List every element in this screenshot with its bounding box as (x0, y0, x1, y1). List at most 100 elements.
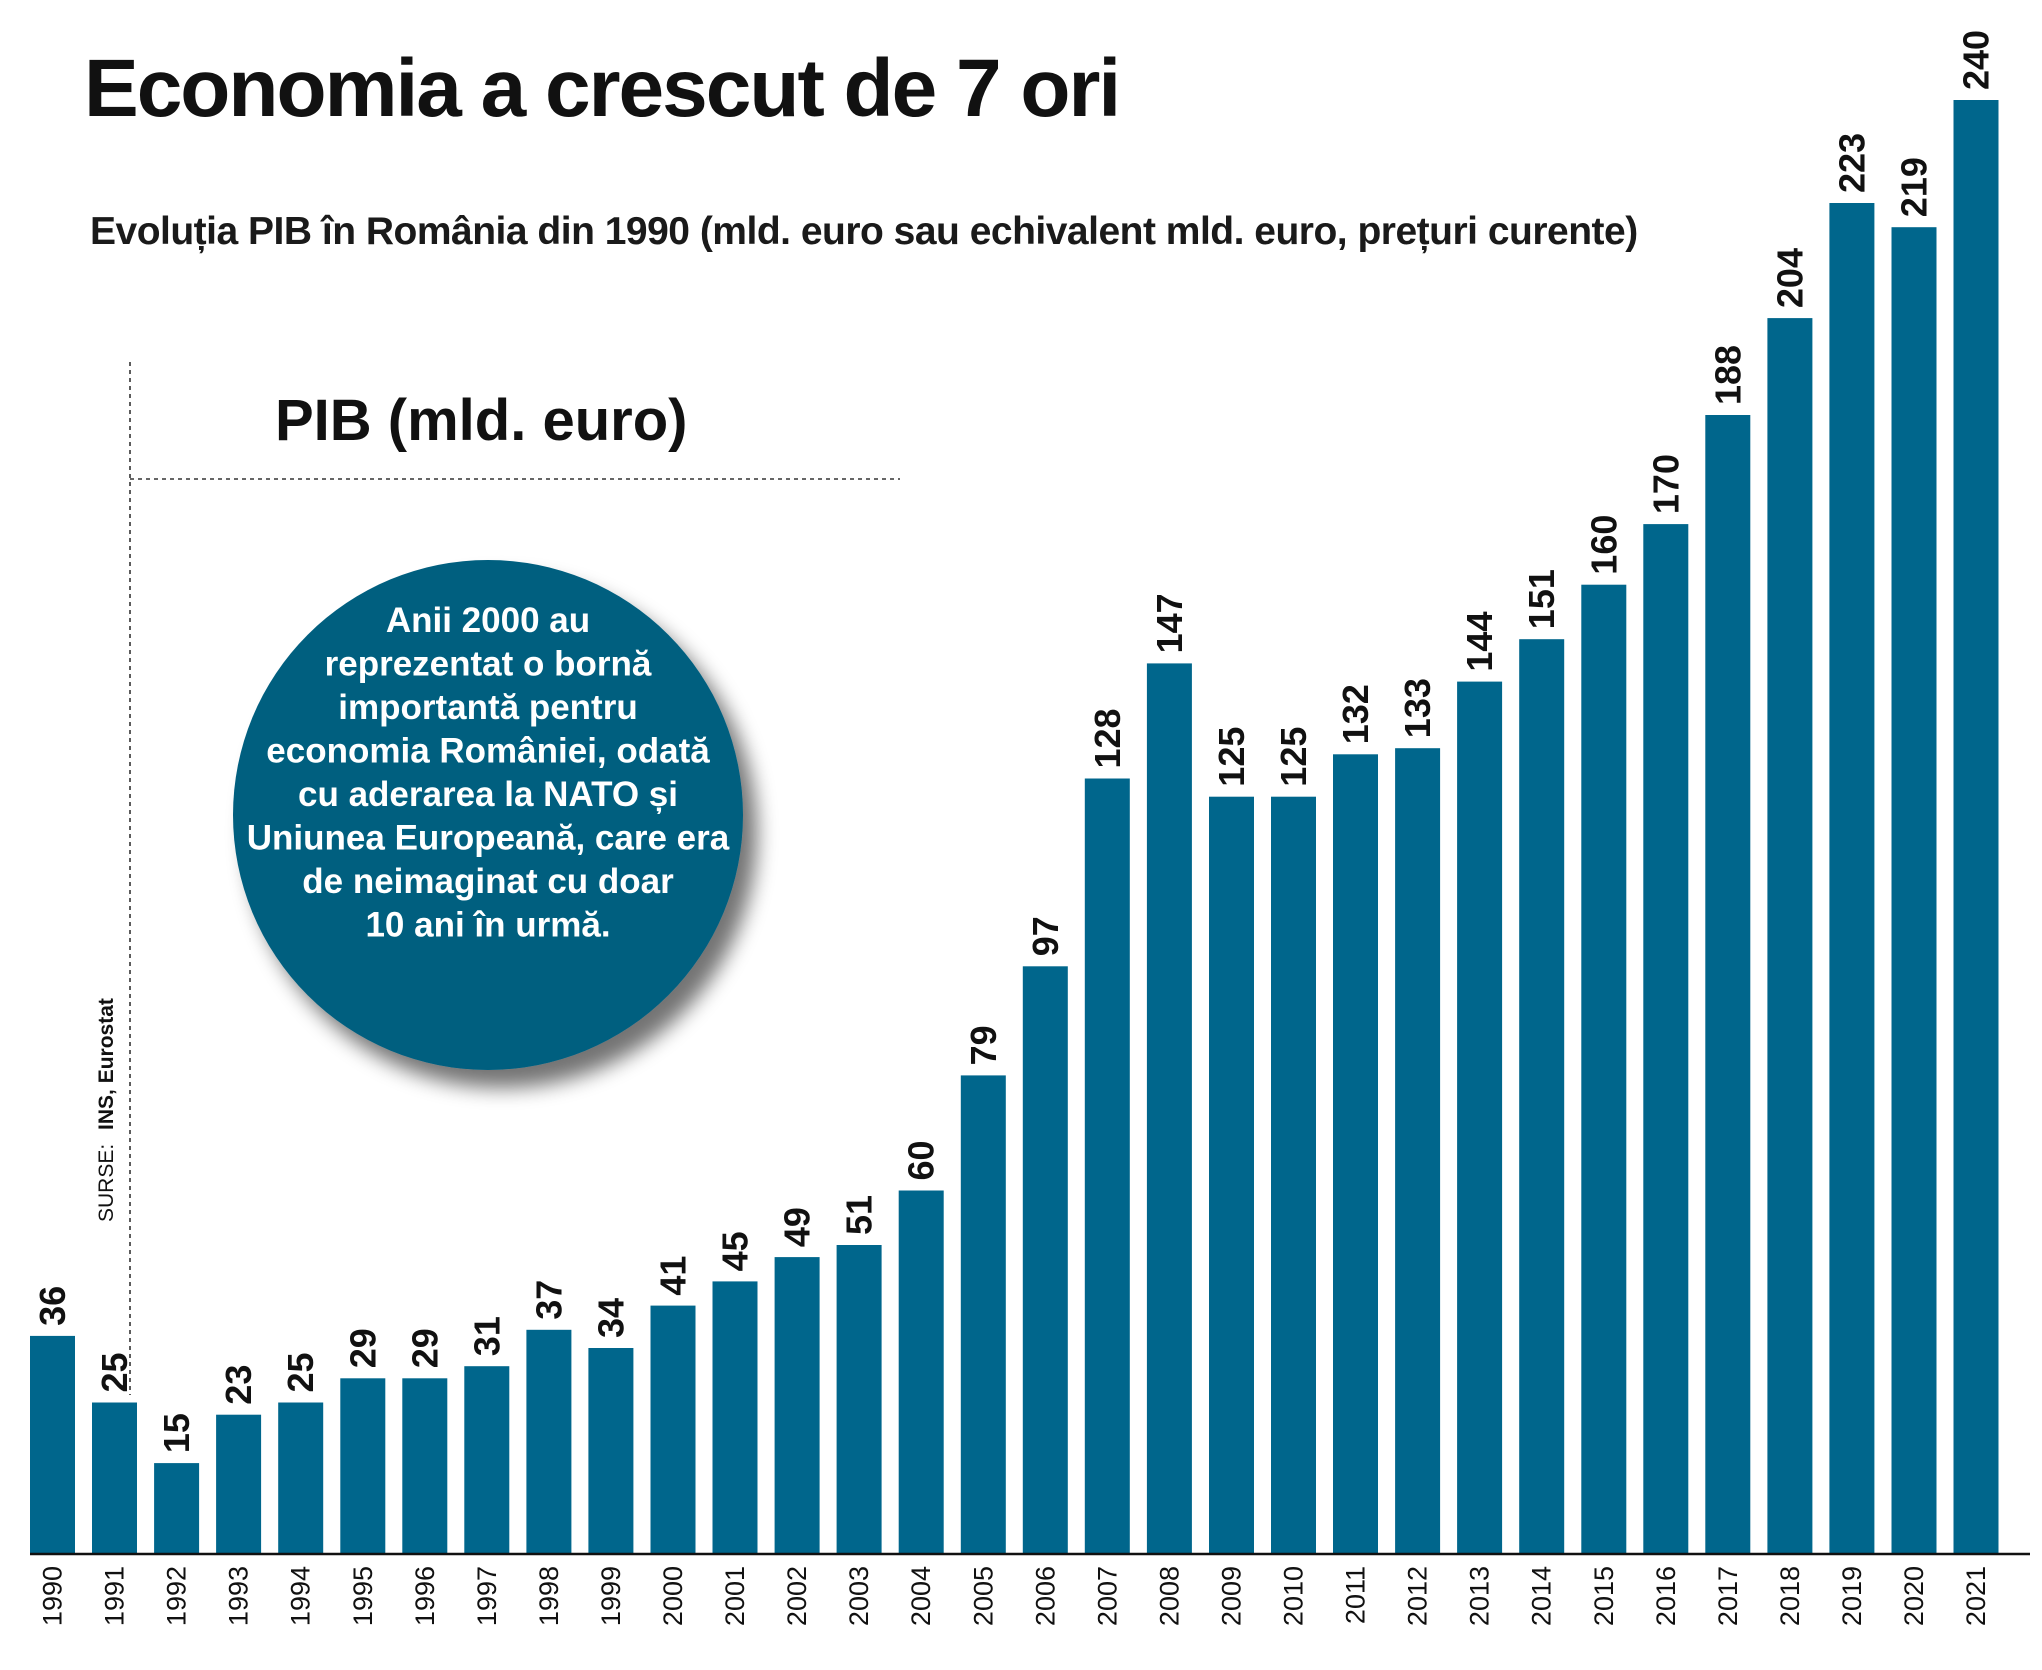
annotation-line: Uniunea Europeană, care era (247, 819, 730, 858)
year-label-2020: 2020 (1899, 1566, 1929, 1626)
bar-1995 (340, 1378, 386, 1554)
value-label-2013: 144 (1459, 612, 1500, 672)
annotation-line: cu aderarea la NATO și (298, 775, 678, 814)
value-label-1991: 25 (94, 1352, 135, 1392)
value-label-2010: 125 (1273, 727, 1314, 787)
annotation-text: Anii 2000 au reprezentat o bornă important… (247, 601, 730, 945)
bar-2015 (1581, 584, 1627, 1554)
year-labels-group: 1990 1991 1992 1993 1994 1995 1996 1997 1998 1999… (38, 1566, 1992, 1626)
year-label-2019: 2019 (1837, 1566, 1867, 1626)
value-label-2019: 223 (1831, 133, 1872, 193)
year-label-2018: 2018 (1775, 1566, 1805, 1626)
bar-2016 (1643, 524, 1689, 1554)
bar-2000 (650, 1305, 696, 1554)
year-label-2008: 2008 (1154, 1566, 1184, 1626)
bar-1991 (92, 1402, 137, 1554)
value-label-2017: 188 (1707, 345, 1748, 405)
value-label-2011: 132 (1335, 684, 1376, 744)
value-label-1990: 36 (32, 1286, 73, 1326)
year-label-2007: 2007 (1092, 1566, 1122, 1626)
annotation-line: de neimaginat cu doar (302, 862, 674, 901)
value-label-2018: 204 (1769, 248, 1810, 308)
year-label-2014: 2014 (1527, 1566, 1557, 1626)
bar-1994 (278, 1402, 324, 1554)
year-label-1992: 1992 (162, 1566, 192, 1626)
value-label-2014: 151 (1521, 569, 1562, 629)
year-label-2004: 2004 (906, 1566, 936, 1626)
bar-1990 (30, 1335, 75, 1554)
value-label-2003: 51 (839, 1195, 880, 1235)
bar-2005 (960, 1075, 1006, 1554)
bar-2012 (1395, 748, 1441, 1554)
chart-title: Economia a crescut de 7 ori (84, 43, 1121, 134)
bar-2006 (1022, 966, 1068, 1554)
bar-2002 (774, 1257, 820, 1554)
bar-2009 (1209, 796, 1254, 1554)
bar-2008 (1146, 663, 1192, 1554)
bar-1996 (402, 1378, 448, 1554)
annotation-line: 10 ani în urmă. (365, 906, 610, 945)
bar-1999 (588, 1348, 634, 1554)
year-label-2011: 2011 (1341, 1566, 1371, 1624)
year-label-2010: 2010 (1279, 1566, 1309, 1626)
value-label-2002: 49 (777, 1207, 818, 1247)
bar-2011 (1333, 754, 1378, 1554)
value-label-2021: 240 (1956, 30, 1997, 90)
year-label-1990: 1990 (38, 1566, 68, 1626)
value-label-2015: 160 (1583, 515, 1624, 575)
value-label-2000: 41 (653, 1256, 694, 1296)
bar-1997 (464, 1366, 510, 1554)
annotation-bubble: Anii 2000 au reprezentat o bornă important… (233, 560, 743, 1070)
bar-2020 (1891, 227, 1937, 1555)
source-names: INS, Eurostat (95, 998, 118, 1130)
value-label-2016: 170 (1645, 454, 1686, 514)
bar-2010 (1271, 796, 1316, 1554)
year-label-1999: 1999 (596, 1566, 626, 1626)
year-label-2000: 2000 (658, 1566, 688, 1626)
annotation-line: reprezentat o bornă (325, 645, 652, 684)
series-label: PIB (mld. euro) (275, 388, 687, 453)
year-label-2016: 2016 (1651, 1566, 1681, 1626)
bar-2013 (1457, 681, 1503, 1554)
bar-1998 (526, 1329, 572, 1554)
bar-2017 (1705, 415, 1751, 1554)
year-label-2013: 2013 (1465, 1566, 1495, 1626)
annotation-circle (233, 560, 743, 1070)
bar-2007 (1084, 778, 1130, 1554)
value-label-1998: 37 (528, 1280, 569, 1320)
bars-group (30, 100, 1999, 1555)
value-label-2020: 219 (1894, 157, 1935, 217)
year-label-1998: 1998 (534, 1566, 564, 1626)
annotation-line: Anii 2000 au (386, 601, 590, 640)
value-label-1994: 25 (280, 1352, 321, 1392)
source-note: SURSE: INS, Eurostat (95, 998, 118, 1222)
value-label-2001: 45 (715, 1231, 756, 1271)
year-label-1993: 1993 (224, 1566, 254, 1626)
value-label-2009: 125 (1211, 727, 1252, 787)
year-label-2017: 2017 (1713, 1566, 1743, 1626)
bar-1993 (216, 1414, 262, 1554)
year-label-1996: 1996 (410, 1566, 440, 1626)
annotation-line: importantă pentru (338, 688, 637, 727)
year-label-2012: 2012 (1403, 1566, 1433, 1626)
year-label-1997: 1997 (472, 1566, 502, 1626)
year-label-1991: 1991 (100, 1566, 130, 1626)
year-label-2002: 2002 (782, 1566, 812, 1626)
year-label-2003: 2003 (844, 1566, 874, 1626)
value-label-1997: 31 (466, 1316, 507, 1356)
year-label-2005: 2005 (968, 1566, 998, 1626)
bar-2003 (836, 1245, 882, 1554)
year-label-1995: 1995 (348, 1566, 378, 1626)
value-labels-group: 36 25 15 23 25 29 29 31 37 34 41 45 49 51 60 79 97 128 147… (32, 30, 1997, 1453)
value-label-2006: 97 (1025, 916, 1066, 956)
annotation-line: economia României, odată (266, 732, 710, 771)
value-label-1992: 15 (156, 1413, 197, 1453)
value-label-1995: 29 (342, 1328, 383, 1368)
bar-2018 (1767, 318, 1813, 1555)
value-label-1996: 29 (404, 1328, 445, 1368)
bar-1992 (154, 1463, 200, 1554)
chart-subtitle: Evoluția PIB în România din 1990 (mld. e… (90, 210, 1638, 253)
bar-2014 (1519, 639, 1565, 1554)
value-label-2012: 133 (1397, 678, 1438, 738)
